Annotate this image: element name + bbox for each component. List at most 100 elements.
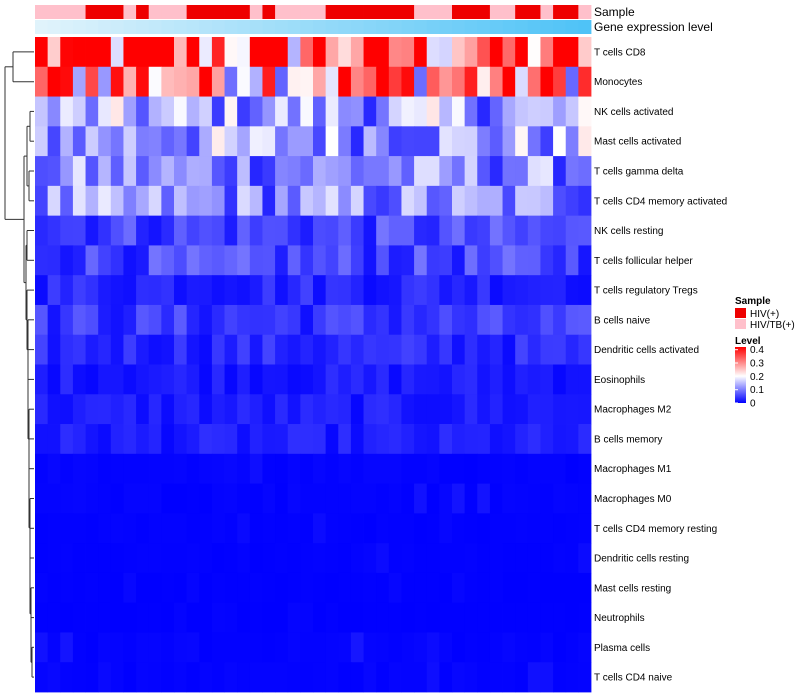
heatmap-cell (85, 334, 99, 365)
heatmap-cell (363, 37, 377, 68)
heatmap-cell (72, 275, 86, 306)
heatmap-cell (376, 453, 390, 484)
heatmap-cell (540, 543, 554, 574)
heatmap-cell (578, 37, 592, 68)
sample-annotation-cell (350, 5, 364, 19)
heatmap-cell (350, 37, 364, 68)
heatmap-cell (489, 126, 503, 157)
heatmap-cell (401, 364, 415, 395)
heatmap-cell (502, 334, 516, 365)
heatmap-cell (123, 126, 137, 157)
heatmap-cell (452, 572, 466, 604)
heatmap-cell (527, 96, 541, 127)
heatmap-cell (565, 602, 579, 633)
heatmap-cell (313, 96, 327, 127)
heatmap-cell (313, 275, 327, 306)
heatmap-cell (489, 632, 503, 663)
heatmap-cell (237, 602, 251, 633)
heatmap-cell (211, 543, 225, 574)
heatmap-cell (338, 483, 352, 514)
heatmap-cell (199, 453, 213, 484)
heatmap-cell (464, 424, 478, 455)
sample-annotation-cell (275, 5, 289, 19)
heatmap-cell (578, 572, 592, 604)
sample-annotation-cell (502, 5, 516, 19)
row-label: Plasma cells (594, 643, 650, 654)
heatmap-cell (439, 275, 453, 306)
heatmap-cell (338, 602, 352, 633)
heatmap-cell (376, 37, 390, 68)
heatmap-cell (515, 215, 529, 246)
heatmap-cell (35, 364, 49, 395)
heatmap-cell (363, 185, 377, 217)
heatmap-cell (325, 304, 339, 336)
heatmap-cell (148, 394, 162, 425)
heatmap-cell (287, 513, 301, 544)
heatmap-cell (350, 602, 364, 633)
heatmap-cell (136, 304, 150, 336)
heatmap-cell (477, 96, 491, 127)
row-label: Monocytes (594, 77, 642, 88)
heatmap-cell (477, 37, 491, 68)
heatmap-cell (275, 156, 289, 187)
heatmap-cell (363, 275, 377, 306)
gene-expression-annotation-bar (35, 20, 592, 34)
heatmap-cell (35, 394, 49, 425)
heatmap-cell (199, 394, 213, 425)
heatmap-cell (489, 513, 503, 544)
heatmap-cell (287, 453, 301, 484)
heatmap-cell (338, 304, 352, 336)
heatmap-cell (540, 185, 554, 217)
heatmap-cell (300, 602, 314, 633)
heatmap-cell (186, 424, 200, 455)
heatmap-cell (35, 572, 49, 604)
heatmap-cell (452, 453, 466, 484)
heatmap-cell (502, 483, 516, 514)
gene-expression-annotation-cell (199, 20, 213, 34)
heatmap-cell (452, 96, 466, 127)
gene-expression-annotation-cell (502, 20, 516, 34)
heatmap-cell (249, 424, 263, 455)
heatmap-cell (565, 245, 579, 276)
heatmap-cell (148, 513, 162, 544)
heatmap-cell (60, 304, 74, 336)
gene-expression-annotation-cell (426, 20, 440, 34)
heatmap-cell (363, 483, 377, 514)
heatmap-cell (237, 632, 251, 663)
heatmap-cell (540, 66, 554, 97)
heatmap-cell (565, 424, 579, 455)
heatmap-cell (452, 275, 466, 306)
heatmap-cell (98, 572, 112, 604)
heatmap-cell (540, 632, 554, 663)
heatmap-cell (186, 66, 200, 97)
heatmap-cell (553, 334, 567, 365)
sample-annotation-cell (414, 5, 428, 19)
sample-annotation-cell (199, 5, 213, 19)
heatmap-cell (300, 453, 314, 484)
heatmap-cell (350, 156, 364, 187)
heatmap-cell (426, 453, 440, 484)
heatmap-cell (325, 662, 339, 693)
heatmap-cell (489, 245, 503, 276)
heatmap-cell (287, 364, 301, 395)
heatmap-cell (174, 334, 188, 365)
heatmap-cell (249, 394, 263, 425)
heatmap-cell (300, 572, 314, 604)
heatmap-cell (565, 364, 579, 395)
heatmap-cell (515, 364, 529, 395)
heatmap-cell (553, 572, 567, 604)
heatmap-cell (123, 453, 137, 484)
heatmap-cell (515, 513, 529, 544)
heatmap-cell (186, 453, 200, 484)
heatmap-cell (161, 602, 175, 633)
heatmap-cell (161, 66, 175, 97)
sample-annotation-cell (161, 5, 175, 19)
heatmap-cell (565, 394, 579, 425)
heatmap-cell (262, 304, 276, 336)
heatmap-cell (414, 364, 428, 395)
row-label: T cells gamma delta (594, 167, 684, 178)
heatmap-cell (47, 156, 61, 187)
heatmap-cell (211, 66, 225, 97)
heatmap-cell (515, 453, 529, 484)
heatmap-cell (338, 572, 352, 604)
